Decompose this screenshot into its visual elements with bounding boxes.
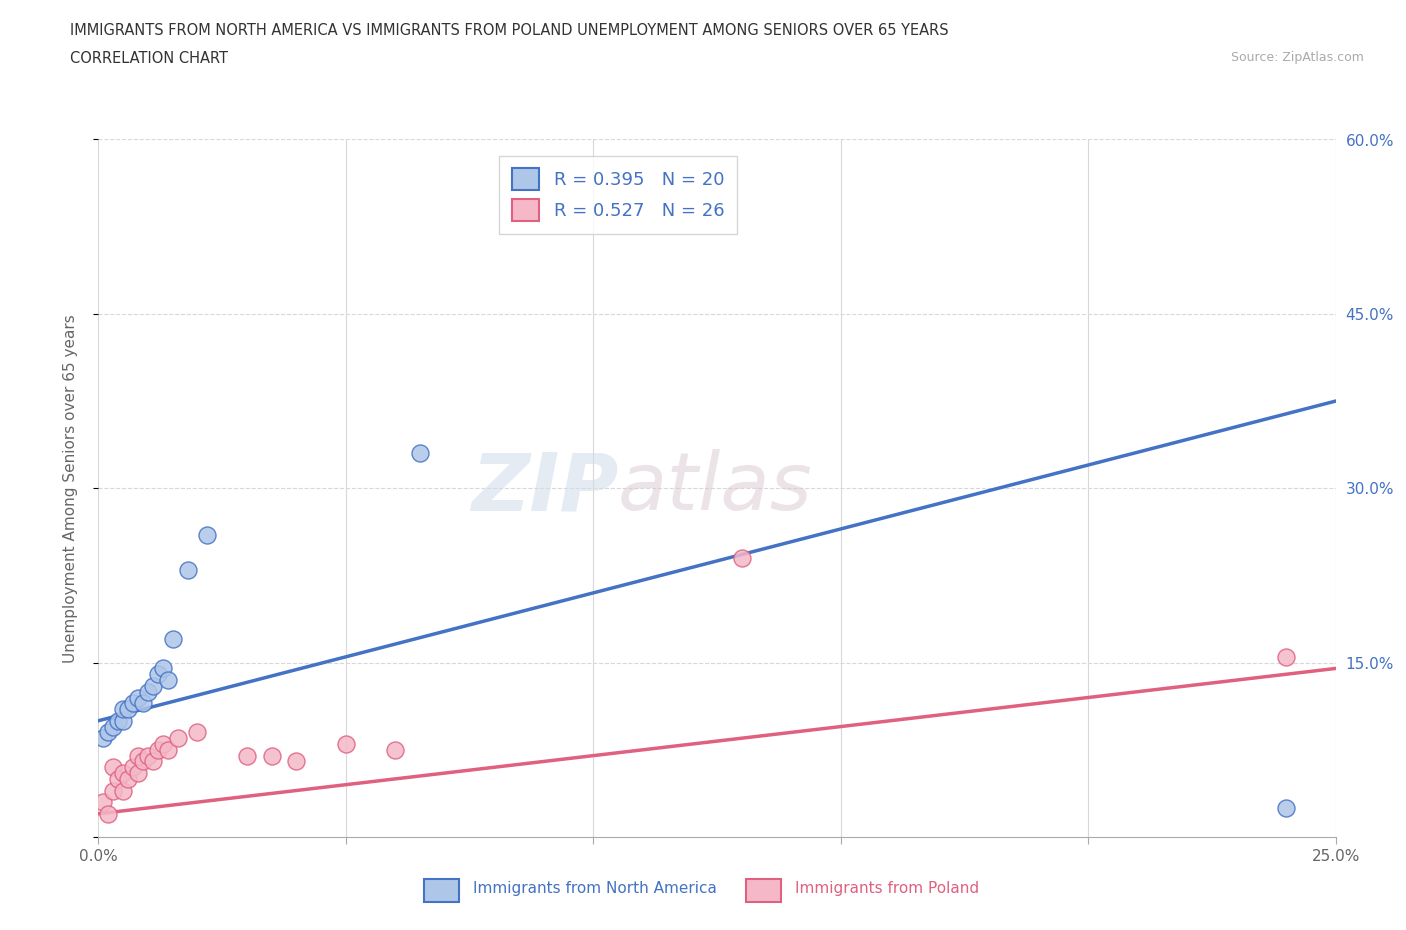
Point	[132, 696, 155, 711]
Point	[166, 731, 188, 746]
Point	[146, 667, 169, 682]
Point	[1275, 801, 1298, 816]
Point	[103, 783, 125, 798]
Text: atlas: atlas	[619, 449, 813, 527]
Point	[136, 684, 159, 699]
Point	[260, 748, 283, 763]
Point	[384, 742, 406, 757]
Point	[127, 690, 149, 705]
Point	[112, 765, 135, 780]
Point	[409, 445, 432, 460]
Point	[195, 527, 218, 542]
Text: Immigrants from Poland: Immigrants from Poland	[794, 881, 979, 896]
Point	[122, 760, 145, 775]
Point	[152, 661, 174, 676]
Point	[122, 696, 145, 711]
Point	[112, 701, 135, 716]
Point	[176, 562, 198, 577]
Point	[93, 731, 115, 746]
Point	[285, 754, 308, 769]
Point	[132, 754, 155, 769]
Point	[142, 679, 165, 694]
Point	[236, 748, 259, 763]
Point	[127, 765, 149, 780]
Point	[112, 783, 135, 798]
Text: IMMIGRANTS FROM NORTH AMERICA VS IMMIGRANTS FROM POLAND UNEMPLOYMENT AMONG SENIO: IMMIGRANTS FROM NORTH AMERICA VS IMMIGRA…	[70, 23, 949, 38]
Point	[146, 742, 169, 757]
Text: CORRELATION CHART: CORRELATION CHART	[70, 51, 228, 66]
Point	[1275, 649, 1298, 664]
Text: Source: ZipAtlas.com: Source: ZipAtlas.com	[1230, 51, 1364, 64]
Point	[127, 748, 149, 763]
Point	[335, 737, 357, 751]
Point	[152, 737, 174, 751]
Text: Immigrants from North America: Immigrants from North America	[474, 881, 717, 896]
Text: ZIP: ZIP	[471, 449, 619, 527]
Point	[107, 772, 129, 787]
Point	[156, 742, 179, 757]
Point	[162, 632, 184, 647]
Point	[117, 772, 139, 787]
Point	[731, 551, 754, 565]
Point	[103, 719, 125, 734]
Point	[117, 701, 139, 716]
Point	[186, 725, 208, 740]
Point	[156, 672, 179, 687]
Y-axis label: Unemployment Among Seniors over 65 years: Unemployment Among Seniors over 65 years	[63, 314, 77, 662]
Point	[97, 725, 120, 740]
Point	[142, 754, 165, 769]
Point	[93, 794, 115, 809]
Point	[136, 748, 159, 763]
Legend: R = 0.395   N = 20, R = 0.527   N = 26: R = 0.395 N = 20, R = 0.527 N = 26	[499, 155, 737, 233]
Point	[103, 760, 125, 775]
Point	[107, 713, 129, 728]
Point	[112, 713, 135, 728]
Point	[97, 806, 120, 821]
